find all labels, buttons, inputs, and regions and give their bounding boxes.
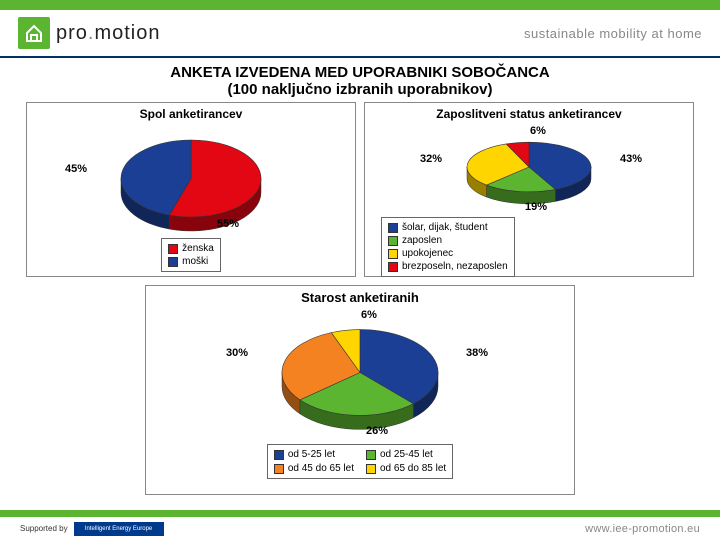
legend-label: ženska	[182, 242, 214, 255]
legend-swatch	[388, 262, 398, 272]
legend-item: upokojenec	[388, 247, 508, 260]
pie-pct-label: 55%	[217, 218, 239, 230]
legend-swatch	[388, 223, 398, 233]
footer: Supported by Intelligent Energy Europe w…	[0, 516, 720, 540]
chart-employment: Zaposlitveni status anketirancev 43% 19% 3…	[364, 102, 694, 277]
chart-gender-pie: 55% 45%	[27, 123, 355, 238]
legend-swatch	[366, 464, 376, 474]
title-line-1: ANKETA IZVEDENA MED UPORABNIKI SOBOČANCA	[0, 64, 720, 81]
supported-by: Supported by Intelligent Energy Europe	[0, 522, 164, 536]
legend-label: šolar, dijak, študent	[402, 221, 488, 234]
pie-pct-label: 26%	[366, 425, 388, 437]
legend-item: brezposeln, nezaposlen	[388, 260, 508, 273]
legend-item: od 65 do 85 let	[366, 462, 446, 475]
legend-item: moški	[168, 255, 214, 268]
house-icon	[18, 17, 50, 49]
chart-age-legend: od 5-25 let od 25-45 let od 45 do 65 let od…	[267, 444, 453, 479]
chart-employment-title: Zaposlitveni status anketirancev	[365, 103, 693, 123]
logo: pro.motion	[18, 17, 161, 49]
chart-age-title: Starost anketiranih	[146, 286, 574, 307]
charts-container: Spol anketirancev 55% 45% ženskamoški Zap…	[0, 102, 720, 495]
legend-label: od 45 do 65 let	[288, 462, 354, 475]
legend-item: šolar, dijak, študent	[388, 221, 508, 234]
legend-label: od 25-45 let	[380, 448, 433, 461]
legend-swatch	[168, 244, 178, 254]
brand-post: motion	[94, 22, 160, 44]
pie-pct-label: 19%	[525, 201, 547, 213]
legend-label: upokojenec	[402, 247, 453, 260]
legend-item: od 5-25 let	[274, 448, 354, 461]
pie-pct-label: 38%	[466, 347, 488, 359]
legend-label: zaposlen	[402, 234, 442, 247]
legend-label: brezposeln, nezaposlen	[402, 260, 508, 273]
legend-swatch	[274, 450, 284, 460]
pie-pct-label: 6%	[361, 309, 377, 321]
legend-item: od 25-45 let	[366, 448, 446, 461]
legend-item: ženska	[168, 242, 214, 255]
pie-pct-label: 43%	[620, 153, 642, 165]
legend-label: od 5-25 let	[288, 448, 335, 461]
legend-item: zaposlen	[388, 234, 508, 247]
chart-gender-legend: ženskamoški	[161, 238, 221, 272]
pie-pct-label: 30%	[226, 347, 248, 359]
chart-employment-legend: šolar, dijak, študentzaposlenupokojenecb…	[381, 217, 515, 277]
top-green-bar	[0, 0, 720, 10]
legend-swatch	[388, 249, 398, 259]
legend-item: od 45 do 65 let	[274, 462, 354, 475]
title-line-2: (100 naključno izbranih uporabnikov)	[0, 81, 720, 98]
legend-swatch	[388, 236, 398, 246]
iee-badge: Intelligent Energy Europe	[74, 522, 164, 536]
pie-pct-label: 32%	[420, 153, 442, 165]
supported-label: Supported by	[20, 524, 68, 533]
legend-swatch	[366, 450, 376, 460]
page-title: ANKETA IZVEDENA MED UPORABNIKI SOBOČANCA…	[0, 58, 720, 102]
pie-pct-label: 6%	[530, 125, 546, 137]
chart-gender-title: Spol anketirancev	[27, 103, 355, 123]
footer-url: www.iee-promotion.eu	[585, 523, 720, 535]
header: pro.motion sustainable mobility at home	[0, 10, 720, 58]
legend-swatch	[274, 464, 284, 474]
legend-swatch	[168, 257, 178, 267]
legend-label: moški	[182, 255, 208, 268]
chart-employment-pie: 43% 19% 32% 6%	[365, 123, 693, 215]
pie-pct-label: 45%	[65, 163, 87, 175]
legend-label: od 65 do 85 let	[380, 462, 446, 475]
brand-text: pro.motion	[56, 22, 161, 45]
chart-gender: Spol anketirancev 55% 45% ženskamoški	[26, 102, 356, 277]
chart-age: Starost anketiranih 38% 26% 30% 6% od 5-25 …	[145, 285, 575, 495]
chart-age-pie: 38% 26% 30% 6%	[146, 307, 574, 442]
brand-pre: pro	[56, 22, 88, 44]
tagline: sustainable mobility at home	[524, 26, 702, 41]
